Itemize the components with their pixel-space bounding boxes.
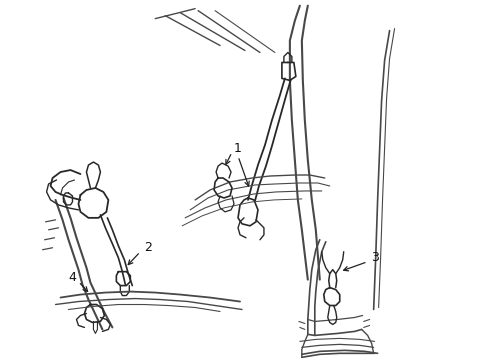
Text: 4: 4 [69, 271, 76, 284]
Text: 2: 2 [145, 241, 152, 254]
Text: 3: 3 [371, 251, 379, 264]
Text: 1: 1 [234, 141, 242, 155]
